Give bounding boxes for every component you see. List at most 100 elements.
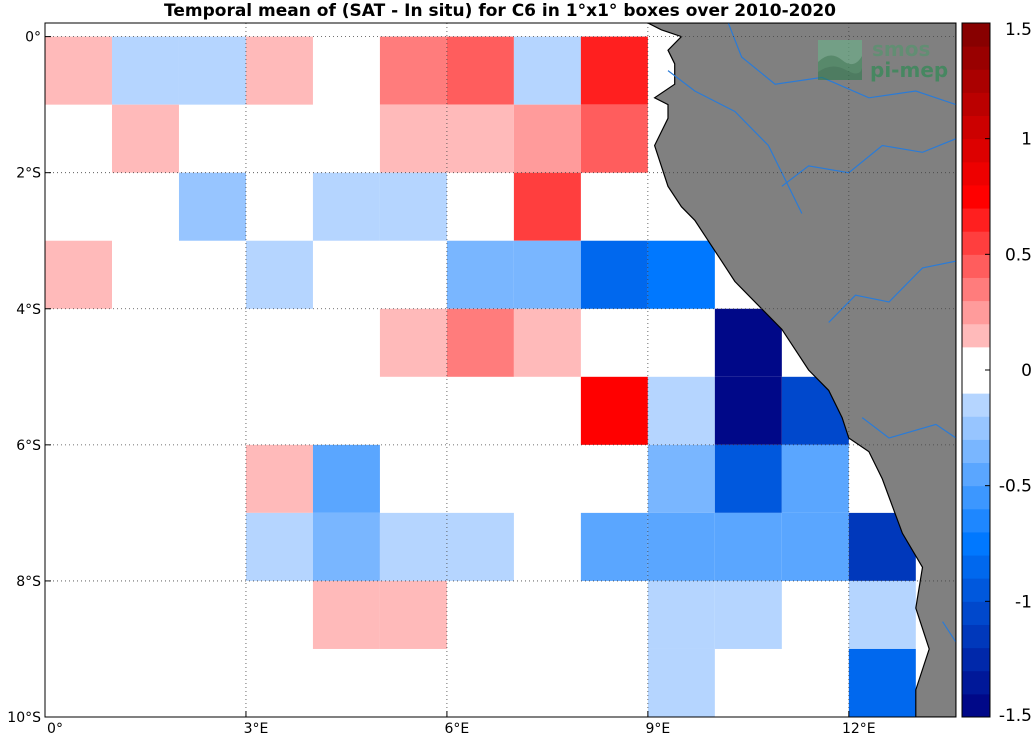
x-tick-label-0: 0° bbox=[47, 721, 63, 737]
colorbar-band-21 bbox=[962, 208, 990, 232]
heatmap-cell-0 bbox=[45, 36, 112, 105]
heatmap-cell-26 bbox=[714, 308, 782, 377]
y-tick-label-1: 2°S bbox=[16, 166, 41, 182]
x-tick-label-4: 12°E bbox=[842, 721, 876, 737]
heatmap-cell-37 bbox=[312, 512, 380, 581]
heatmap-cell-4 bbox=[379, 36, 447, 105]
heatmap-cell-35 bbox=[781, 444, 849, 513]
colorbar-tick-label-3: 0 bbox=[1021, 361, 1032, 381]
heatmap-cell-8 bbox=[111, 104, 179, 173]
heatmap-cell-5 bbox=[446, 36, 514, 105]
heatmap-cell-36 bbox=[245, 512, 313, 581]
logo-line2: pi-mep bbox=[870, 58, 948, 82]
plot-frame bbox=[44, 22, 957, 718]
heatmap-cell-42 bbox=[714, 512, 782, 581]
heatmap-cell-25 bbox=[513, 308, 581, 377]
logo-line1: smos bbox=[872, 37, 930, 61]
heatmap-cell-38 bbox=[379, 512, 447, 581]
heatmap-cell-34 bbox=[714, 444, 782, 513]
colorbar-band-27 bbox=[962, 69, 990, 93]
colorbar-band-19 bbox=[962, 254, 990, 278]
heatmap-cell-51 bbox=[848, 648, 916, 717]
colorbar-band-18 bbox=[962, 277, 990, 302]
colorbar-band-16 bbox=[962, 323, 990, 348]
heatmap-cell-49 bbox=[848, 580, 916, 649]
colorbar-band-29 bbox=[962, 23, 990, 47]
y-tick-label-3: 6°S bbox=[16, 438, 41, 454]
heatmap-cell-13 bbox=[178, 172, 246, 241]
colorbar-tick-label-0: 1.5 bbox=[1005, 20, 1032, 40]
colorbar-band-9 bbox=[962, 485, 990, 510]
heatmap-cell-28 bbox=[647, 376, 715, 445]
y-tick-label-2: 4°S bbox=[16, 302, 41, 318]
heatmap-cell-47 bbox=[647, 580, 715, 649]
river-1 bbox=[781, 138, 956, 187]
colorbar-band-10 bbox=[962, 462, 990, 487]
heatmap-cell-20 bbox=[513, 240, 581, 309]
colorbar: 1.5 1 0.5 0 -0.5 -1 -1.5 bbox=[961, 20, 1032, 726]
heatmap-cell-45 bbox=[312, 580, 380, 649]
colorbar-band-26 bbox=[962, 92, 990, 117]
heatmap-cell-41 bbox=[647, 512, 715, 581]
smos-pi-mep-logo: smos pi-mep bbox=[818, 37, 948, 82]
colorbar-tick-label-4: -0.5 bbox=[999, 477, 1032, 497]
colorbar-band-6 bbox=[962, 555, 990, 579]
colorbar-band-1 bbox=[962, 670, 990, 695]
heatmap-cell-7 bbox=[580, 36, 648, 105]
colorbar-band-15 bbox=[962, 346, 990, 371]
x-tick-label-3: 9°E bbox=[645, 721, 670, 737]
colorbar-tick-label-1: 1 bbox=[1021, 130, 1032, 150]
land-mass bbox=[647, 23, 956, 717]
plot-area: smos pi-mep bbox=[45, 23, 956, 717]
heatmap-cells bbox=[45, 36, 916, 717]
heatmap-cell-43 bbox=[781, 512, 849, 581]
heatmap-cell-50 bbox=[647, 648, 715, 717]
x-tick-label-2: 6°E bbox=[445, 721, 470, 737]
colorbar-band-8 bbox=[962, 508, 990, 533]
y-tick-label-5: 10°S bbox=[7, 710, 41, 726]
axis-ticks: 0° 3°E 6°E 9°E 12°E 0° 2°S 4°S 6°S 8°S 10°S bbox=[7, 30, 875, 737]
heatmap-cell-9 bbox=[379, 104, 447, 173]
colorbar-tick-label-5: -1 bbox=[1015, 592, 1032, 612]
heatmap-cell-32 bbox=[312, 444, 380, 513]
heatmap-cell-24 bbox=[446, 308, 514, 377]
colorbar-band-5 bbox=[962, 578, 990, 602]
colorbar-band-17 bbox=[962, 300, 990, 325]
colorbar-band-22 bbox=[962, 184, 990, 209]
heatmap-cell-6 bbox=[513, 36, 581, 105]
heatmap-cell-46 bbox=[379, 580, 447, 649]
logo-wave-icon bbox=[818, 40, 862, 80]
colorbar-band-23 bbox=[962, 161, 990, 186]
heatmap-cell-21 bbox=[580, 240, 648, 309]
colorbar-band-7 bbox=[962, 531, 990, 556]
heatmap-cell-23 bbox=[379, 308, 447, 377]
heatmap-cell-22 bbox=[647, 240, 715, 309]
colorbar-band-24 bbox=[962, 138, 990, 163]
colorbar-band-3 bbox=[962, 624, 990, 649]
colorbar-band-13 bbox=[962, 393, 990, 417]
heatmap-cell-48 bbox=[714, 580, 782, 649]
chart-title: Temporal mean of (SAT - In situ) for C6 … bbox=[164, 1, 836, 21]
heatmap-cell-11 bbox=[513, 104, 581, 173]
colorbar-tick-label-2: 0.5 bbox=[1005, 245, 1032, 265]
heatmap-cell-12 bbox=[580, 104, 648, 173]
heatmap-cell-40 bbox=[580, 512, 648, 581]
heatmap-cell-29 bbox=[714, 376, 782, 445]
river-2 bbox=[828, 260, 956, 323]
heatmap-cell-39 bbox=[446, 512, 514, 581]
river-3 bbox=[861, 417, 956, 439]
colorbar-bands bbox=[962, 23, 990, 718]
y-tick-label-0: 0° bbox=[25, 30, 41, 46]
river-5 bbox=[942, 621, 956, 643]
heatmap-cell-14 bbox=[312, 172, 380, 241]
heatmap-cell-27 bbox=[580, 376, 648, 445]
land-polygon bbox=[647, 23, 956, 717]
heatmap-cell-33 bbox=[647, 444, 715, 513]
x-tick-label-1: 3°E bbox=[244, 721, 269, 737]
colorbar-tick-label-6: -1.5 bbox=[999, 706, 1032, 726]
heatmap-cell-15 bbox=[379, 172, 447, 241]
rivers bbox=[667, 23, 956, 643]
colorbar-band-12 bbox=[962, 416, 990, 440]
heatmap-cell-2 bbox=[178, 36, 246, 105]
